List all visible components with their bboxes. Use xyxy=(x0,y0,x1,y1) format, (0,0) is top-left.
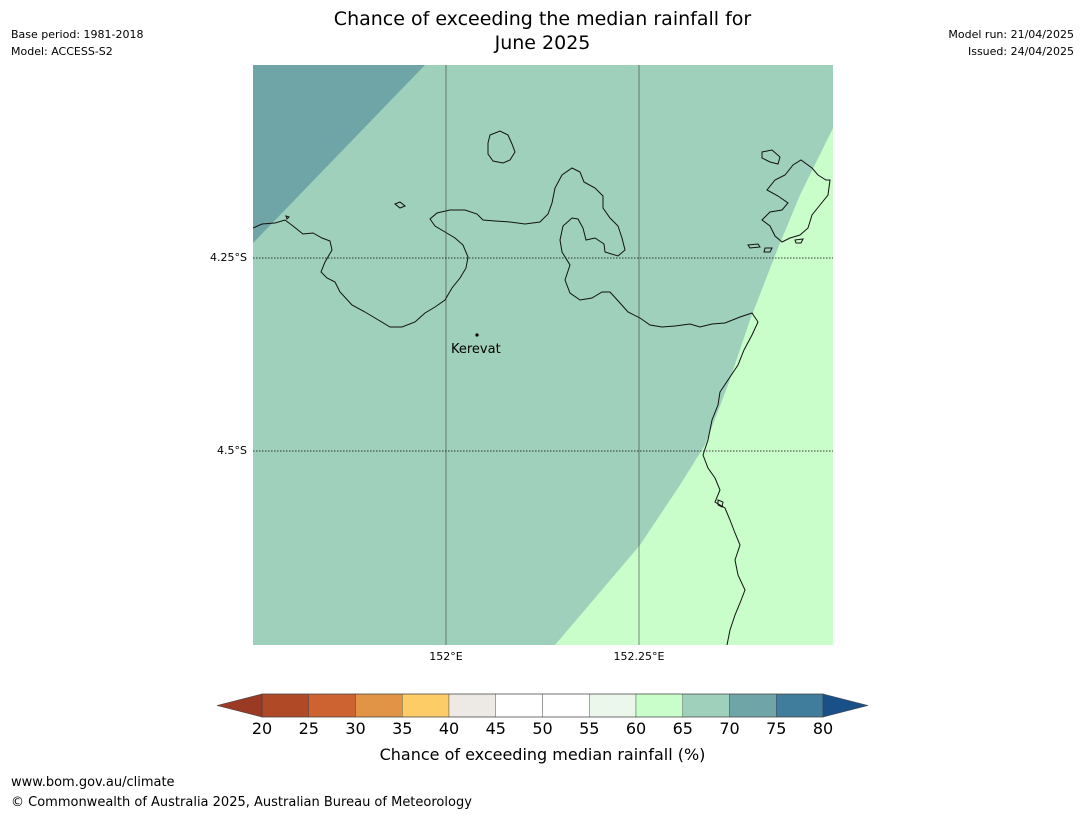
colorbar-segment xyxy=(589,693,637,718)
colorbar-over-arrow xyxy=(822,693,869,718)
coastline-islet-tiny xyxy=(285,215,290,220)
coastline-islet-east-4 xyxy=(794,238,804,244)
colorbar-tick-label: 35 xyxy=(392,719,413,738)
colorbar-tick-label: 45 xyxy=(485,719,506,738)
coastline-islet-west xyxy=(394,201,406,209)
lon-label-152e: 152°E xyxy=(429,650,463,663)
colorbar-segment xyxy=(682,693,730,718)
colorbar-tick-label: 70 xyxy=(719,719,740,738)
map-panel xyxy=(253,65,833,645)
header-right-meta: Model run: 21/04/2025 Issued: 24/04/2025 xyxy=(948,26,1074,60)
colorbar-tick-label: 55 xyxy=(579,719,600,738)
coastline-islet-south xyxy=(717,499,724,508)
colorbar xyxy=(216,693,869,718)
colorbar-segment xyxy=(308,693,356,718)
coastline-peninsula-east xyxy=(761,159,831,243)
colorbar-tick-label: 20 xyxy=(251,719,273,738)
colorbar-segment xyxy=(495,693,543,718)
header-left-meta: Base period: 1981-2018 Model: ACCESS-S2 xyxy=(11,26,143,60)
probability-band-70-75 xyxy=(253,65,425,243)
title-line-2: June 2025 xyxy=(494,32,591,54)
lon-label-152-25e: 152.25°E xyxy=(613,650,665,663)
coastline-main xyxy=(253,167,759,645)
coastline-islet-east-3 xyxy=(763,247,773,253)
colorbar-outline xyxy=(261,693,824,718)
colorbar-segment xyxy=(402,693,450,718)
footer-copyright: © Commonwealth of Australia 2025, Austra… xyxy=(11,795,472,810)
colorbar-segment xyxy=(635,693,683,718)
colorbar-segment xyxy=(542,693,590,718)
coastline xyxy=(253,130,831,645)
title-line-1: Chance of exceeding the median rainfall … xyxy=(333,8,752,30)
colorbar-segment xyxy=(448,693,496,718)
map-title: Chance of exceeding the median rainfall … xyxy=(0,7,1085,55)
base-period-text: Base period: 1981-2018 xyxy=(11,28,144,41)
place-marker-kerevat xyxy=(475,333,479,337)
colorbar-segment xyxy=(776,693,824,718)
model-text: Model: ACCESS-S2 xyxy=(11,45,113,58)
issued-text: Issued: 24/04/2025 xyxy=(967,45,1074,58)
coastline-islet-east-1 xyxy=(761,149,781,165)
place-label-kerevat: Kerevat xyxy=(451,342,501,357)
colorbar-segments xyxy=(261,693,824,718)
colorbar-tick-label: 25 xyxy=(298,719,319,738)
model-run-text: Model run: 21/04/2025 xyxy=(948,28,1074,41)
colorbar-segment xyxy=(729,693,777,718)
probability-band-60-65 xyxy=(555,128,833,645)
coastline-islet-east-2 xyxy=(747,243,761,249)
colorbar-under-arrow xyxy=(216,693,263,718)
coastline-island-north xyxy=(487,130,516,164)
colorbar-segment xyxy=(261,693,309,718)
colorbar-tick-label: 75 xyxy=(766,719,787,738)
lat-label-4-25s: 4.25°S xyxy=(210,251,247,264)
graticule xyxy=(253,65,833,645)
colorbar-tick-label: 30 xyxy=(345,719,366,738)
colorbar-tick-label: 60 xyxy=(625,719,647,738)
colorbar-tick-label: 80 xyxy=(812,719,834,738)
colorbar-label: Chance of exceeding median rainfall (%) xyxy=(379,745,706,764)
colorbar-tick-label: 40 xyxy=(438,719,460,738)
footer-url: www.bom.gov.au/climate xyxy=(11,775,175,790)
lat-label-4-5s: 4.5°S xyxy=(217,444,247,457)
colorbar-tick-label: 65 xyxy=(672,719,693,738)
colorbar-tick-label: 50 xyxy=(532,719,553,738)
colorbar-segment xyxy=(355,693,403,718)
